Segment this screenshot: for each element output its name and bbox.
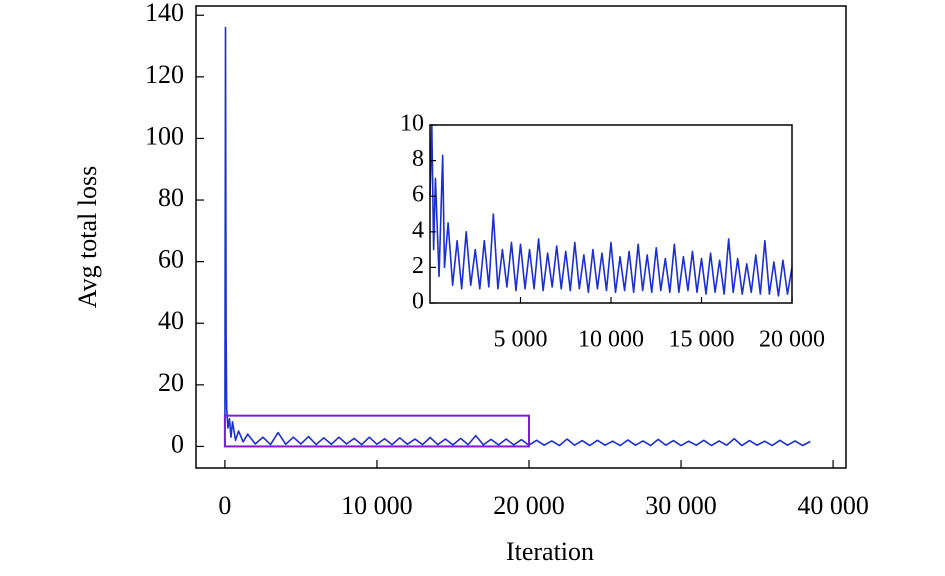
x-tick-label: 5 000 bbox=[494, 327, 548, 353]
plot-area bbox=[430, 125, 792, 303]
y-tick-label: 40 bbox=[158, 306, 184, 335]
y-tick-label: 4 bbox=[412, 217, 424, 243]
x-axis-label: Iteration bbox=[506, 537, 594, 566]
x-tick-label: 10 000 bbox=[578, 327, 644, 353]
x-tick-label: 15 000 bbox=[669, 327, 735, 353]
y-tick-label: 80 bbox=[158, 183, 184, 212]
y-tick-label: 100 bbox=[145, 121, 184, 150]
inset-plot: 0 2 4 6 8 10 5 000 10 000 15 000 20 000 bbox=[400, 111, 825, 353]
x-tick-label: 0 bbox=[218, 491, 231, 520]
y-tick-label: 0 bbox=[171, 429, 184, 458]
y-tick-label: 2 bbox=[412, 253, 424, 279]
y-tick-label: 140 bbox=[145, 0, 184, 27]
loss-line bbox=[429, 124, 793, 297]
y-tick-label: 60 bbox=[158, 245, 184, 274]
y-tick-label: 6 bbox=[412, 182, 424, 208]
y-tick-label: 20 bbox=[158, 368, 184, 397]
y-tick-label: 8 bbox=[412, 146, 424, 172]
x-tick-label: 20 000 bbox=[493, 491, 565, 520]
loss-line bbox=[224, 26, 811, 447]
y-tick-label: 10 bbox=[400, 111, 424, 137]
x-tick-label: 40 000 bbox=[797, 491, 869, 520]
plot-frame bbox=[195, 5, 847, 469]
x-tick-label: 10 000 bbox=[341, 491, 413, 520]
y-tick-label: 0 bbox=[412, 289, 424, 315]
x-tick-label: 30 000 bbox=[645, 491, 717, 520]
y-axis-label: Avg total loss bbox=[73, 166, 102, 309]
x-tick-label: 20 000 bbox=[759, 327, 825, 353]
zoom-box bbox=[223, 414, 530, 448]
y-tick-label: 120 bbox=[145, 60, 184, 89]
